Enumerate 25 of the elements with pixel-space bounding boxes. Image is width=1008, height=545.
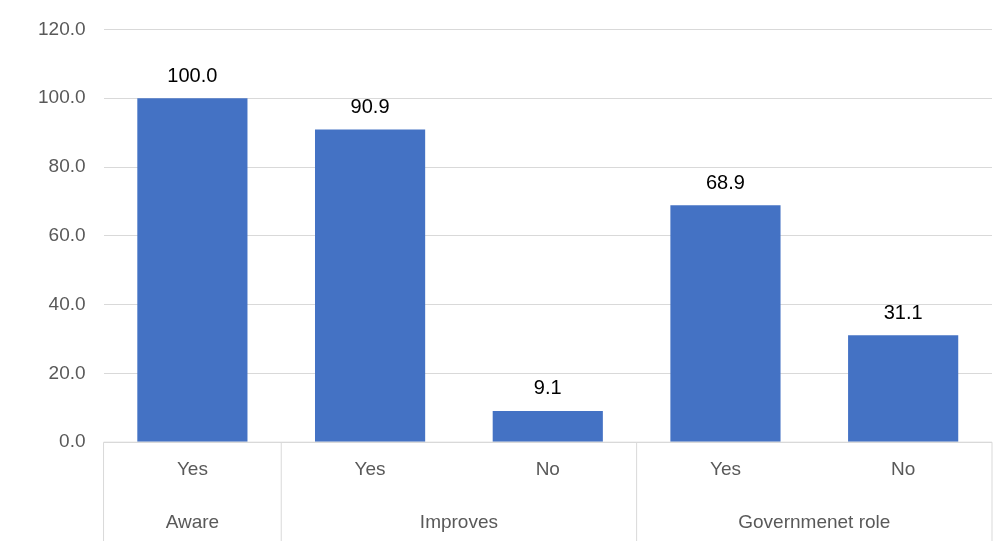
y-tick-label: 100.0 <box>38 86 86 108</box>
data-label: 9.1 <box>533 376 562 399</box>
bar <box>315 129 426 442</box>
y-tick-label: 0.0 <box>59 430 86 452</box>
y-tick-label: 80.0 <box>48 155 86 177</box>
text: Governmenet role <box>738 511 891 533</box>
data-label: 31.1 <box>883 300 923 323</box>
x-tick-label: Yes <box>709 457 741 479</box>
bar <box>492 410 603 442</box>
y-tick-label: 120.0 <box>38 17 86 39</box>
bar <box>848 335 959 442</box>
bar <box>670 205 781 442</box>
x-tick-label: No <box>891 457 916 479</box>
y-tick-label: 20.0 <box>48 361 86 383</box>
data-label: 90.9 <box>350 95 390 118</box>
bar <box>137 98 248 442</box>
x-tick-label: No <box>535 457 560 479</box>
data-label: 68.9 <box>706 170 745 193</box>
data-label: 100.0 <box>167 63 218 86</box>
y-tick-label: 40.0 <box>48 292 86 314</box>
y-tick-label: 60.0 <box>48 224 86 246</box>
text: Improves <box>419 511 498 533</box>
x-tick-label: Yes <box>176 457 208 479</box>
text: Aware <box>165 511 220 533</box>
x-tick-label: Yes <box>354 457 386 479</box>
